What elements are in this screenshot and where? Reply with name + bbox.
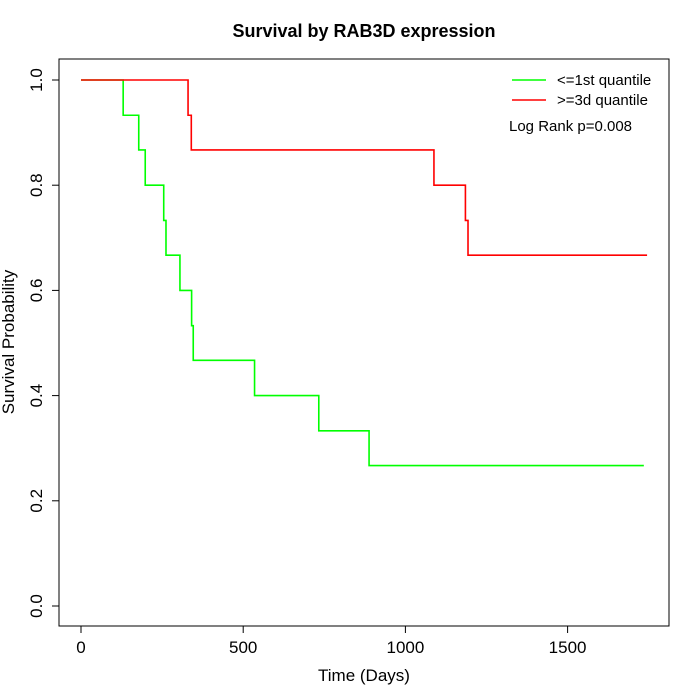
plot-frame [58,58,670,627]
series-line-2 [81,79,648,256]
x-tick-label: 1500 [549,638,587,657]
x-axis: 0 500 1000 1500 [76,625,587,657]
legend-label-2: >=3d quantile [557,92,648,109]
y-axis-label: Survival Probability [0,269,18,414]
legend: <=1st quantile >=3d quantile [512,72,651,109]
x-axis-label: Time (Days) [318,666,410,685]
y-tick-label: 0.8 [27,173,46,197]
y-tick-label: 0.2 [27,489,46,513]
y-axis: 0.0 0.2 0.4 0.6 0.8 1.0 [27,68,60,618]
x-tick-label: 1000 [386,638,424,657]
log-rank-annotation: Log Rank p=0.008 [509,118,632,135]
y-tick-label: 0.4 [27,384,46,408]
legend-label-1: <=1st quantile [557,72,651,89]
series-line-1 [81,79,644,467]
y-tick-label: 0.0 [27,594,46,618]
series-layer [81,79,648,467]
chart-title: Survival by RAB3D expression [232,21,495,41]
x-tick-label: 0 [76,638,85,657]
y-tick-label: 0.6 [27,279,46,303]
x-tick-label: 500 [229,638,257,657]
y-tick-label: 1.0 [27,68,46,92]
